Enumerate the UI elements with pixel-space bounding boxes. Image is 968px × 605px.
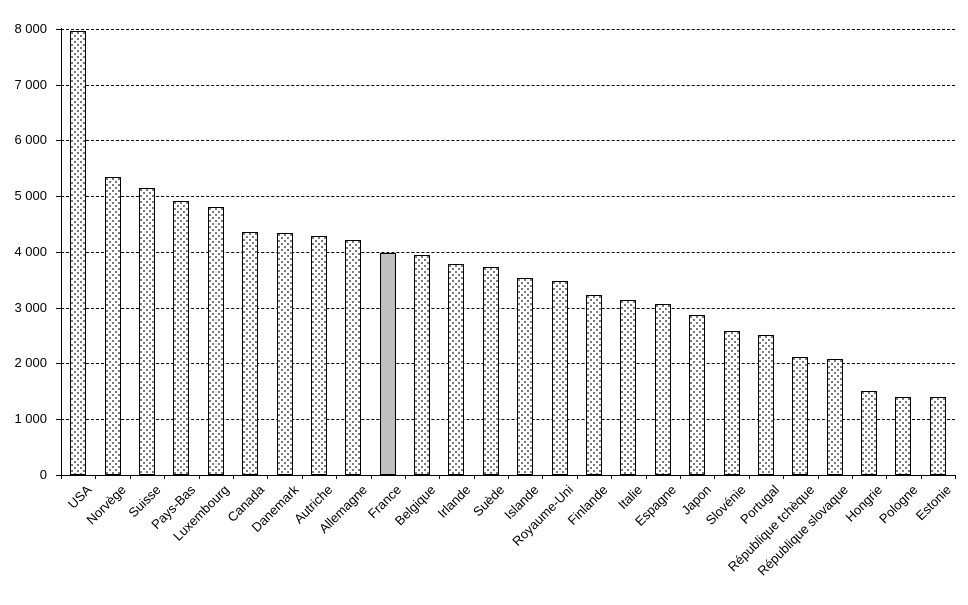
x-tick: [508, 475, 509, 479]
gridline-7000: [61, 84, 955, 86]
y-tick-2000: [56, 363, 61, 365]
gridline-8000: [61, 28, 955, 30]
y-tick-8000: [56, 28, 61, 30]
x-tick: [645, 475, 647, 479]
bar-r-publique-slovaque: [826, 358, 843, 475]
bar-pologne: [895, 397, 912, 475]
bar-r-publique-tch-que: [792, 357, 809, 475]
y-axis-label: 7 000: [14, 76, 47, 92]
x-tick: [955, 475, 956, 479]
y-axis-label: 6 000: [14, 132, 47, 148]
x-tick: [370, 475, 372, 479]
bar-autriche: [310, 235, 327, 475]
x-tick: [611, 475, 613, 479]
x-tick: [748, 475, 750, 479]
x-tick: [473, 475, 475, 479]
gridline-2000: [61, 363, 955, 365]
x-tick: [679, 475, 681, 479]
x-tick: [714, 475, 716, 479]
x-tick: [129, 475, 131, 479]
bar-allemagne: [345, 239, 362, 475]
x-tick: [336, 475, 338, 479]
gridline-3000: [61, 307, 955, 309]
bar-royaume-uni: [551, 280, 568, 475]
x-tick: [164, 475, 166, 479]
x-tick: [576, 475, 578, 479]
x-tick: [198, 475, 200, 479]
bar-estonie: [929, 397, 946, 475]
y-tick-0: [56, 475, 61, 476]
y-axis-line: [61, 28, 62, 475]
x-axis-label: Estonie: [913, 482, 955, 524]
y-tick-5000: [56, 196, 61, 198]
y-axis-label: 0: [39, 467, 47, 482]
bar-hongrie: [861, 390, 877, 475]
x-tick: [542, 475, 544, 479]
x-tick: [267, 475, 269, 479]
bar-finlande: [586, 295, 602, 475]
bar-pays-bas: [173, 200, 190, 475]
x-tick: [439, 475, 441, 479]
x-tick: [851, 475, 853, 479]
gridline-1000: [61, 419, 955, 421]
x-tick: [783, 475, 785, 479]
bar-islande: [517, 277, 534, 475]
bar-slov-nie: [723, 331, 740, 475]
y-tick-7000: [56, 84, 61, 86]
y-axis-label: 2 000: [14, 355, 47, 371]
bar-danemark: [276, 232, 293, 475]
x-axis-label: Suède: [470, 482, 508, 520]
bar-su-de: [482, 267, 499, 475]
bar-italie: [620, 300, 637, 475]
x-axis-label: USA: [65, 482, 95, 512]
x-tick: [920, 475, 922, 479]
x-axis-label: Pologne: [875, 482, 921, 527]
bar-norv-ge: [104, 176, 121, 475]
bar-espagne: [654, 303, 671, 475]
bar-portugal: [757, 335, 774, 475]
x-tick: [301, 475, 303, 479]
bar-usa: [70, 31, 87, 475]
gridline-6000: [61, 140, 955, 142]
bar-belgique: [414, 254, 430, 475]
y-axis-label: 8 000: [14, 20, 47, 36]
gridline-4000: [61, 251, 955, 253]
gridline-5000: [61, 196, 955, 198]
bar-canada: [242, 231, 259, 475]
y-axis-label: 3 000: [14, 299, 47, 315]
x-tick: [817, 475, 819, 479]
x-axis-label: Italie: [614, 482, 645, 513]
y-axis-label: 4 000: [14, 243, 47, 259]
y-axis-label: 1 000: [14, 411, 47, 427]
y-tick-6000: [56, 140, 61, 142]
y-tick-3000: [56, 307, 61, 309]
y-tick-4000: [56, 251, 61, 253]
x-tick: [95, 475, 97, 479]
bar-suisse: [139, 188, 155, 475]
bar-irlande: [448, 264, 465, 475]
bar-japon: [689, 314, 706, 475]
x-tick: [886, 475, 888, 479]
x-tick: [404, 475, 406, 479]
y-axis-label: 5 000: [14, 188, 47, 204]
x-tick: [61, 475, 62, 479]
x-axis-label: Irlande: [434, 482, 474, 521]
x-tick: [232, 475, 234, 479]
bar-luxembourg: [207, 206, 224, 475]
y-tick-1000: [56, 419, 61, 421]
bar-france: [379, 253, 396, 475]
